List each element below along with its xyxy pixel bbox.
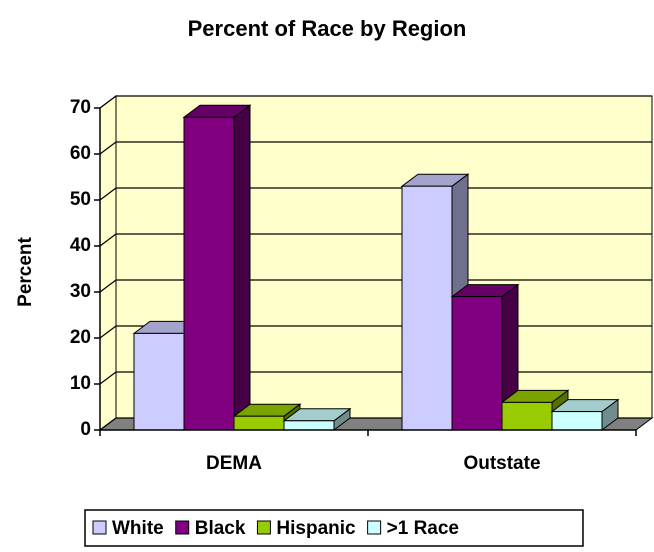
bar-front <box>233 415 285 431</box>
legend-label: Hispanic <box>276 518 356 539</box>
bar <box>182 104 252 431</box>
left-wall <box>99 95 117 431</box>
bar-front <box>133 332 185 431</box>
legend-label: White <box>112 518 164 539</box>
bar-side <box>233 104 251 431</box>
x-tick-label: DEMA <box>206 453 262 474</box>
bar <box>282 407 352 431</box>
legend-box <box>84 509 584 547</box>
y-axis-label: Percent <box>15 236 36 306</box>
grid-line <box>99 279 652 293</box>
y-tick-label: 50 <box>70 189 91 210</box>
bar-front <box>283 420 335 431</box>
grid-line <box>99 141 652 155</box>
grid-line <box>99 95 652 109</box>
y-tick-label: 0 <box>80 419 91 440</box>
y-tick-label: 40 <box>70 235 91 256</box>
y-tick-label: 60 <box>70 143 91 164</box>
bar-front <box>183 116 235 431</box>
y-tick-label: 30 <box>70 281 91 302</box>
legend-label: Black <box>195 518 246 539</box>
bar-front <box>501 401 553 431</box>
bar-front <box>451 296 503 431</box>
chart-title: Percent of Race by Region <box>188 16 467 41</box>
bar-front <box>401 185 453 431</box>
y-tick-label: 70 <box>70 97 91 118</box>
legend-swatch <box>175 520 190 535</box>
x-tick-label: Outstate <box>463 453 540 474</box>
y-tick-label: 10 <box>70 373 91 394</box>
legend-swatch <box>92 520 107 535</box>
legend-swatch <box>256 520 271 535</box>
bar-front <box>551 411 603 431</box>
grid-line <box>99 187 652 201</box>
y-tick-label: 20 <box>70 327 91 348</box>
legend-swatch <box>367 520 382 535</box>
grid-line <box>99 233 652 247</box>
legend-label: >1 Race <box>387 518 459 539</box>
bar <box>550 398 620 431</box>
